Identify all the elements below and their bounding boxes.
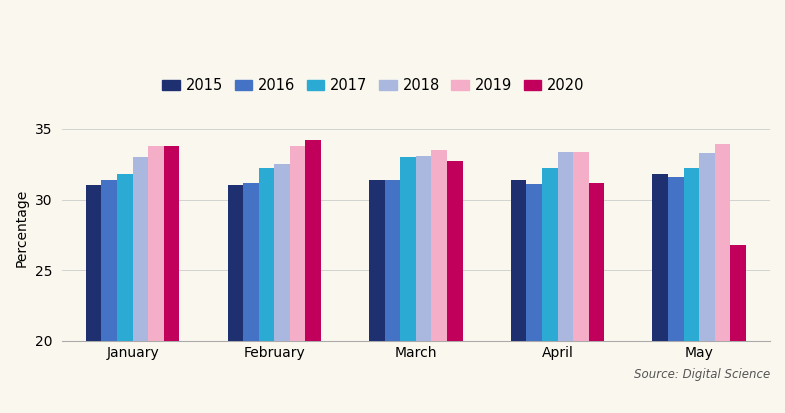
Bar <box>117 174 133 413</box>
Bar <box>416 156 432 413</box>
Legend: 2015, 2016, 2017, 2018, 2019, 2020: 2015, 2016, 2017, 2018, 2019, 2020 <box>156 72 590 99</box>
Bar <box>385 180 400 413</box>
Bar <box>699 153 715 413</box>
Bar <box>400 157 416 413</box>
Bar <box>290 146 305 413</box>
Bar <box>589 183 604 413</box>
Bar <box>447 161 462 413</box>
Bar <box>274 164 290 413</box>
Bar <box>432 150 447 413</box>
Bar <box>243 183 259 413</box>
Bar <box>573 152 589 413</box>
Bar <box>542 169 557 413</box>
Text: Source: Digital Science: Source: Digital Science <box>633 368 770 382</box>
Bar <box>668 177 684 413</box>
Bar <box>148 146 164 413</box>
Bar <box>652 174 668 413</box>
Bar <box>715 145 730 413</box>
Bar <box>369 180 385 413</box>
Y-axis label: Percentage: Percentage <box>15 189 29 267</box>
Bar <box>511 180 527 413</box>
Bar <box>557 152 573 413</box>
Bar <box>259 169 274 413</box>
Bar <box>684 169 699 413</box>
Bar <box>101 180 117 413</box>
Bar <box>133 157 148 413</box>
Bar <box>86 185 101 413</box>
Bar <box>730 245 746 413</box>
Bar <box>305 140 321 413</box>
Bar <box>527 184 542 413</box>
Bar <box>228 185 243 413</box>
Bar <box>164 146 179 413</box>
